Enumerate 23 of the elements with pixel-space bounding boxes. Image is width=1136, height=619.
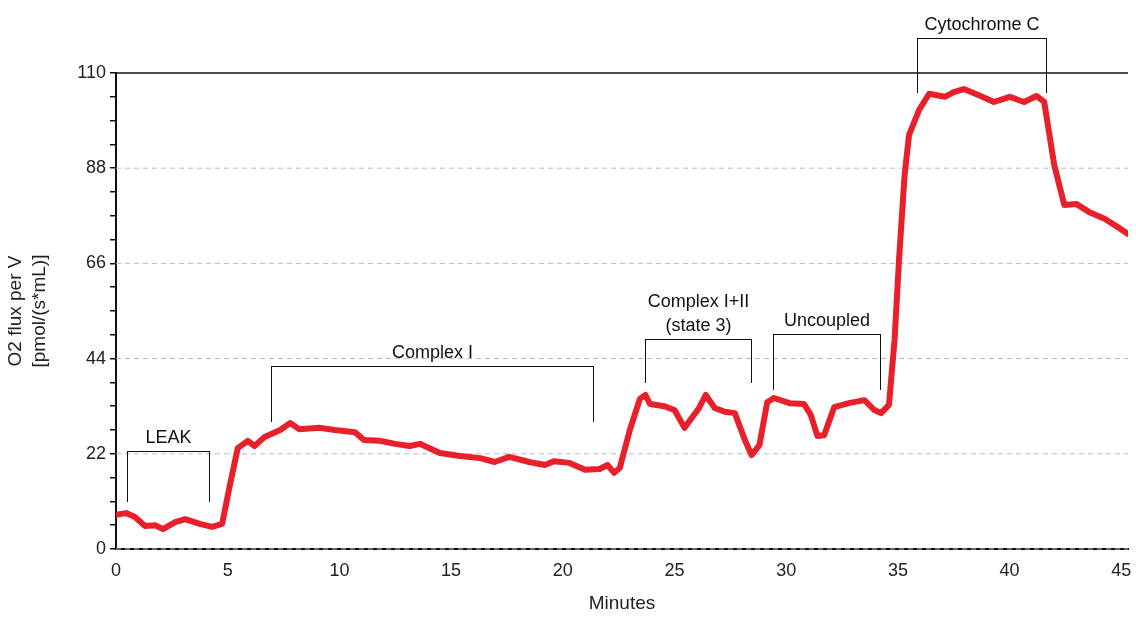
- x-tick-label: 30: [776, 559, 797, 580]
- y-tick-label: 0: [95, 537, 106, 558]
- y-tick-label: 44: [85, 347, 106, 368]
- x-tick-label: 40: [999, 559, 1020, 580]
- x-tick-label: 20: [552, 559, 573, 580]
- y-tick-label: 22: [85, 442, 106, 463]
- annotation: Uncoupled: [783, 309, 871, 330]
- y-tick-label: 110: [77, 61, 106, 82]
- x-tick-label: 5: [222, 559, 233, 580]
- x-tick-label: 35: [887, 559, 908, 580]
- y-axis-title: O2 flux per V [pmol/(s*mL)]: [4, 254, 49, 368]
- x-tick-label: 0: [110, 559, 122, 580]
- x-tick-label: 45: [1111, 559, 1132, 580]
- y-tick-label: 66: [85, 252, 106, 273]
- annotation: LEAK: [145, 426, 192, 447]
- x-axis-title: Minutes: [588, 591, 656, 613]
- x-tick-label: 10: [329, 559, 350, 580]
- annotation: Complex I+II (state 3): [647, 290, 750, 335]
- x-tick-label: 15: [441, 559, 462, 580]
- x-tick-label: 25: [664, 559, 685, 580]
- y-tick-label: 88: [85, 157, 106, 178]
- annotation: Complex I: [391, 341, 474, 362]
- text: Cytochrome C: [924, 13, 1040, 34]
